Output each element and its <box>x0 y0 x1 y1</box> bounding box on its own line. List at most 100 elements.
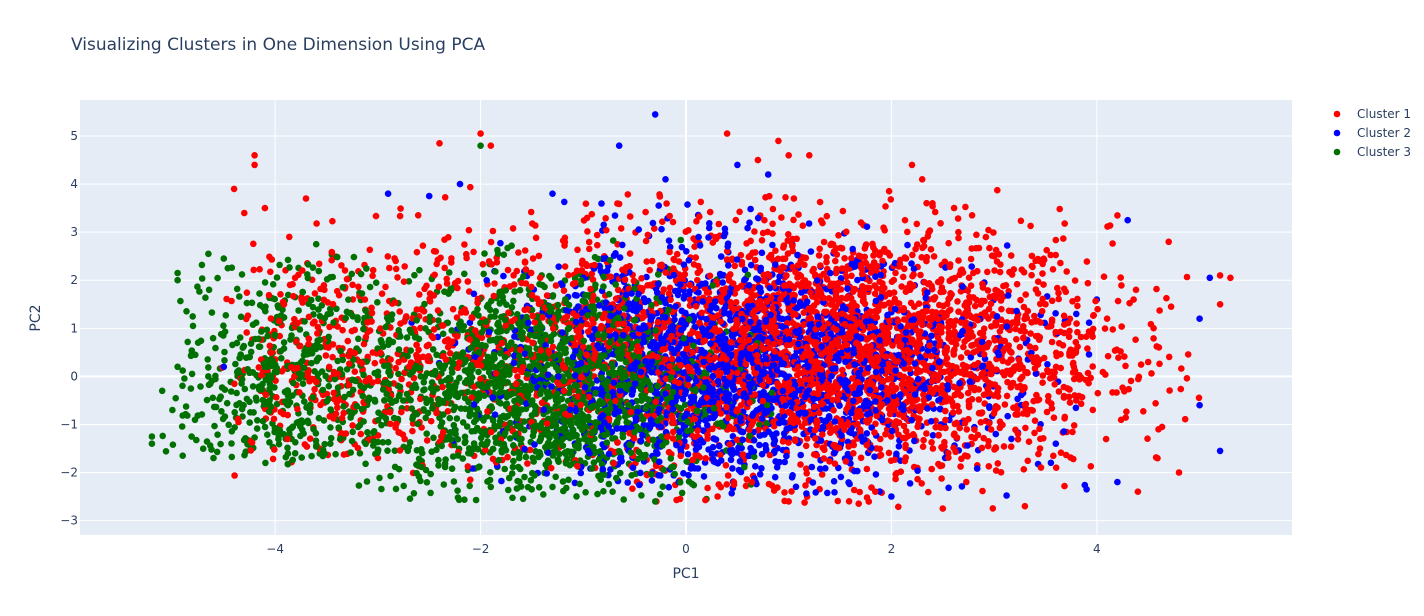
scatter-point <box>816 465 824 473</box>
scatter-point <box>325 363 333 371</box>
scatter-point <box>700 473 708 480</box>
scatter-point <box>269 281 277 288</box>
scatter-point <box>692 254 699 261</box>
scatter-point <box>801 499 808 506</box>
scatter-point <box>1000 443 1008 450</box>
scatter-point <box>501 465 509 473</box>
scatter-point <box>610 460 618 467</box>
scatter-point <box>957 354 965 361</box>
scatter-point <box>648 471 655 478</box>
scatter-point <box>269 455 277 463</box>
scatter-point <box>723 130 731 137</box>
scatter-point <box>439 330 447 338</box>
scatter-point <box>1094 389 1102 397</box>
scatter-point <box>929 295 937 302</box>
scatter-point <box>253 417 261 424</box>
scatter-point <box>1069 428 1076 436</box>
scatter-point <box>742 482 750 490</box>
scatter-point <box>789 472 796 479</box>
scatter-point <box>271 295 279 303</box>
scatter-point <box>363 265 370 272</box>
scatter-point <box>326 413 334 420</box>
scatter-point <box>904 241 911 249</box>
scatter-point <box>929 432 937 439</box>
scatter-point <box>728 490 735 497</box>
scatter-point <box>1048 297 1056 305</box>
scatter-point <box>690 342 697 350</box>
scatter-point <box>529 339 536 347</box>
scatter-point <box>1083 258 1091 265</box>
scatter-point <box>1057 259 1064 267</box>
scatter-point <box>620 496 627 503</box>
scatter-point <box>267 268 274 276</box>
scatter-point <box>360 340 368 348</box>
scatter-point <box>727 316 734 324</box>
scatter-point <box>433 260 441 268</box>
plot-area[interactable] <box>80 100 1292 535</box>
scatter-point <box>312 240 320 248</box>
scatter-point <box>1127 377 1135 385</box>
scatter-point <box>739 451 747 458</box>
scatter-point <box>241 385 249 393</box>
scatter-point <box>758 465 765 472</box>
scatter-point <box>863 223 871 230</box>
scatter-point <box>992 467 1000 474</box>
scatter-point <box>691 243 698 250</box>
scatter-point <box>662 390 669 398</box>
scatter-point <box>684 450 692 458</box>
scatter-point <box>1084 369 1092 377</box>
scatter-point <box>643 273 650 281</box>
scatter-point <box>174 276 181 284</box>
scatter-point <box>651 498 659 505</box>
scatter-point <box>450 478 458 485</box>
scatter-point <box>809 479 817 486</box>
scatter-point <box>642 237 650 245</box>
scatter-point <box>756 441 763 449</box>
scatter-point <box>1057 364 1064 372</box>
scatter-point <box>724 472 732 479</box>
scatter-point <box>521 473 528 481</box>
scatter-point <box>220 322 227 330</box>
scatter-point <box>302 195 310 202</box>
scatter-point <box>187 385 195 392</box>
scatter-point <box>291 450 299 457</box>
scatter-point <box>989 505 997 512</box>
scatter-point <box>649 257 656 265</box>
scatter-point <box>635 226 642 233</box>
scatter-point <box>783 452 790 460</box>
scatter-point <box>887 196 895 203</box>
scatter-point <box>712 233 719 241</box>
scatter-point <box>1008 435 1015 443</box>
scatter-point <box>349 422 356 429</box>
scatter-point <box>384 253 392 260</box>
scatter-point <box>1052 464 1060 472</box>
scatter-point <box>422 325 429 332</box>
scatter-point <box>492 434 499 442</box>
scatter-point <box>396 308 404 315</box>
scatter-point <box>243 315 250 323</box>
scatter-point <box>1078 393 1086 401</box>
scatter-point <box>425 192 433 200</box>
scatter-point <box>477 375 484 383</box>
scatter-point <box>433 351 440 359</box>
scatter-point <box>317 285 324 293</box>
scatter-point <box>891 456 899 464</box>
scatter-point <box>205 286 213 294</box>
scatter-point <box>509 225 517 232</box>
scatter-point <box>1165 238 1172 246</box>
scatter-point <box>319 452 327 460</box>
scatter-point <box>1144 358 1152 366</box>
scatter-point <box>929 200 936 207</box>
scatter-point <box>705 234 712 241</box>
scatter-point <box>761 216 768 224</box>
scatter-point <box>1048 316 1056 324</box>
scatter-point <box>511 288 518 295</box>
scatter-point <box>422 414 430 422</box>
scatter-point <box>758 249 766 257</box>
scatter-point <box>624 479 631 486</box>
scatter-point <box>395 465 403 473</box>
scatter-point <box>815 252 823 259</box>
scatter-point <box>928 439 935 446</box>
scatter-point <box>1055 388 1063 395</box>
scatter-point <box>1119 384 1126 392</box>
